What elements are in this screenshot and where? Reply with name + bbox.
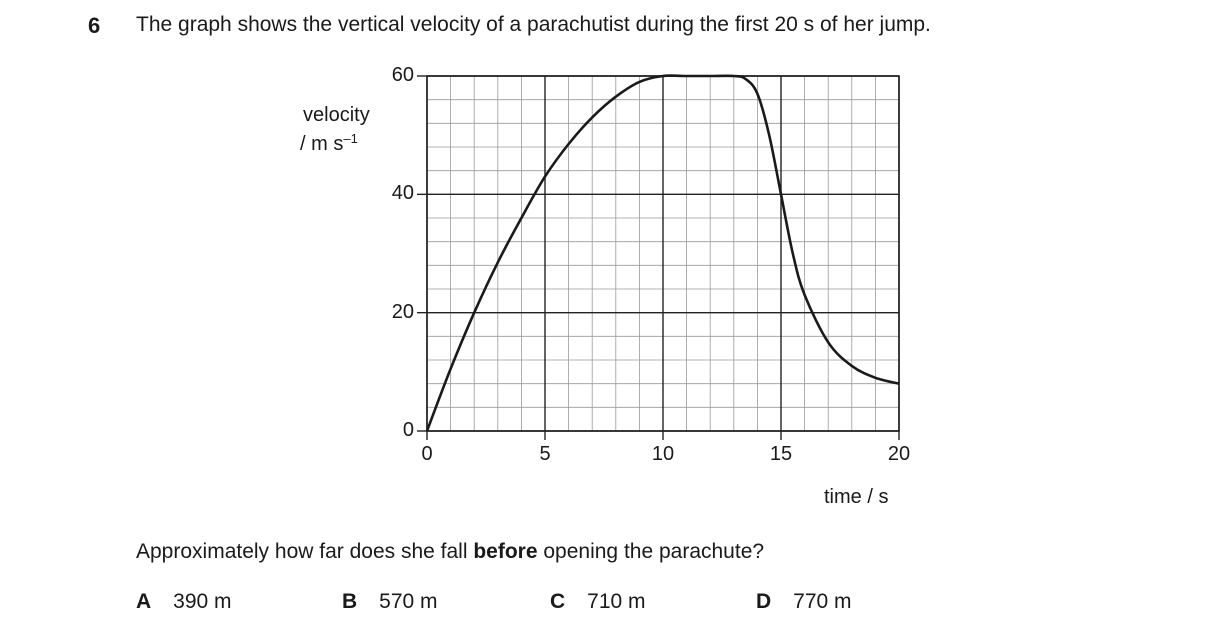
x-tick-label: 10 — [651, 443, 675, 465]
x-tick-label: 20 — [887, 443, 911, 465]
y-tick-label: 40 — [391, 182, 414, 205]
option-c[interactable]: C 710 m — [550, 590, 646, 613]
y-tick-label: 0 — [402, 419, 414, 441]
y-axis-label-quantity: velocity — [303, 104, 370, 126]
x-axis-label: time / s — [824, 486, 889, 508]
velocity-curve — [425, 74, 900, 432]
option-b[interactable]: B 570 m — [342, 590, 438, 613]
x-tick-label: 0 — [421, 443, 433, 465]
axis-ticks — [417, 75, 900, 440]
velocity-curve-layer — [425, 74, 900, 432]
option-a[interactable]: A 390 m — [136, 590, 232, 613]
question-stem: The graph shows the vertical velocity of… — [136, 13, 931, 36]
y-tick-label: 60 — [391, 64, 414, 86]
question-prompt: Approximately how far does she fall befo… — [136, 540, 765, 563]
x-tick-label: 5 — [539, 443, 551, 465]
option-d[interactable]: D 770 m — [756, 590, 852, 613]
question-number: 6 — [88, 13, 101, 38]
x-tick-label: 15 — [769, 443, 793, 465]
y-tick-label: 20 — [391, 300, 414, 323]
y-axis-label-unit: / m s–1 — [300, 131, 358, 155]
